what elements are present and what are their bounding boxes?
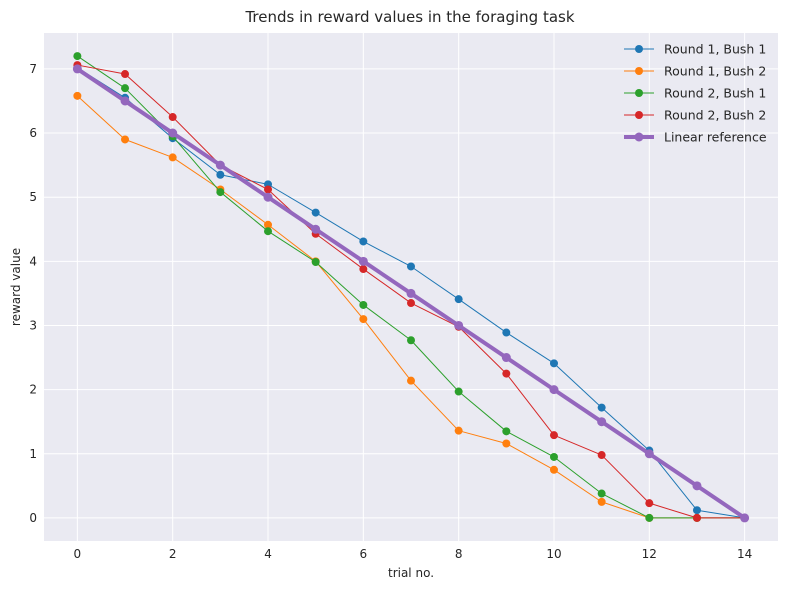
y-axis-ticks: 0 1 2 3 4 5 6 7 (29, 62, 37, 525)
data-point (597, 403, 606, 412)
data-point (454, 295, 463, 304)
data-point (549, 452, 558, 461)
data-point (121, 70, 130, 79)
legend-marker (634, 132, 644, 142)
data-point (549, 431, 558, 440)
data-point (168, 153, 177, 162)
data-point (502, 328, 511, 337)
legend-label: Round 2, Bush 1 (664, 86, 766, 101)
data-point (406, 288, 416, 298)
data-point (407, 262, 415, 271)
data-point (72, 64, 82, 74)
data-point (358, 256, 368, 266)
data-point (120, 96, 130, 106)
data-point (597, 489, 606, 498)
data-point (359, 300, 368, 309)
x-axis-ticks: 0 2 4 6 8 10 12 14 (74, 547, 753, 561)
data-point (121, 84, 130, 93)
legend: Round 1, Bush 1 Round 1, Bush 2 Round 2, B… (624, 42, 767, 145)
x-tick-label: 4 (264, 547, 272, 561)
data-point (359, 237, 368, 246)
y-tick-label: 5 (29, 190, 37, 204)
data-point (215, 160, 225, 170)
y-tick-label: 3 (29, 318, 37, 332)
data-point (311, 257, 320, 266)
legend-label: Linear reference (664, 130, 767, 145)
legend-marker (635, 67, 643, 75)
legend-marker (635, 45, 643, 53)
data-point (359, 265, 368, 274)
data-point (502, 427, 511, 436)
y-axis-label: reward value (9, 248, 23, 326)
x-tick-label: 6 (360, 547, 368, 561)
data-point (645, 513, 654, 522)
data-point (597, 417, 607, 427)
data-point (264, 220, 273, 229)
data-point (692, 513, 701, 522)
legend-entry: Round 1, Bush 2 (624, 64, 766, 79)
y-tick-label: 2 (29, 383, 37, 397)
data-point (502, 439, 511, 448)
data-point (645, 499, 654, 508)
data-point (73, 91, 82, 100)
data-point (73, 52, 82, 61)
data-point (121, 135, 130, 144)
data-point (644, 449, 654, 459)
legend-entry: Round 2, Bush 2 (624, 108, 766, 123)
legend-label: Round 1, Bush 2 (664, 64, 766, 79)
y-tick-label: 4 (29, 254, 37, 268)
data-point (549, 385, 559, 395)
data-point (692, 481, 702, 491)
data-point (501, 353, 511, 363)
legend-marker (635, 111, 643, 119)
data-point (263, 192, 273, 202)
data-point (264, 185, 273, 194)
y-tick-label: 0 (29, 511, 37, 525)
series-5 (72, 64, 750, 523)
x-tick-label: 0 (74, 547, 82, 561)
y-tick-label: 7 (29, 62, 37, 76)
data-point (454, 426, 463, 435)
data-point (549, 465, 558, 474)
x-tick-label: 12 (642, 547, 657, 561)
x-tick-label: 8 (455, 547, 463, 561)
x-tick-label: 2 (169, 547, 177, 561)
legend-marker (635, 89, 643, 97)
x-axis-label: trial no. (388, 566, 434, 580)
data-point (692, 506, 701, 515)
data-point (502, 369, 511, 378)
data-point (454, 320, 464, 330)
data-point (216, 188, 225, 197)
x-tick-label: 14 (737, 547, 752, 561)
data-point (549, 359, 558, 368)
data-point (740, 513, 750, 523)
data-point (168, 128, 178, 138)
y-tick-label: 6 (29, 126, 37, 140)
data-point (359, 315, 368, 324)
data-point (311, 224, 321, 234)
data-point (597, 451, 606, 460)
data-point (407, 376, 415, 385)
series-layer (72, 52, 750, 523)
legend-entry: Round 1, Bush 1 (624, 42, 766, 57)
legend-label: Round 1, Bush 1 (664, 42, 766, 57)
data-point (264, 227, 273, 236)
data-point (216, 170, 225, 179)
gridlines (44, 33, 778, 541)
legend-entry: Linear reference (624, 130, 767, 145)
data-point (168, 113, 177, 122)
legend-label: Round 2, Bush 2 (664, 108, 766, 123)
data-point (407, 299, 415, 308)
chart-title: Trends in reward values in the foraging … (244, 8, 574, 26)
data-point (597, 497, 606, 506)
legend-entry: Round 2, Bush 1 (624, 86, 766, 101)
x-tick-label: 10 (546, 547, 561, 561)
data-point (454, 387, 463, 396)
data-point (407, 336, 415, 345)
data-point (311, 208, 320, 217)
y-tick-label: 1 (29, 447, 37, 461)
